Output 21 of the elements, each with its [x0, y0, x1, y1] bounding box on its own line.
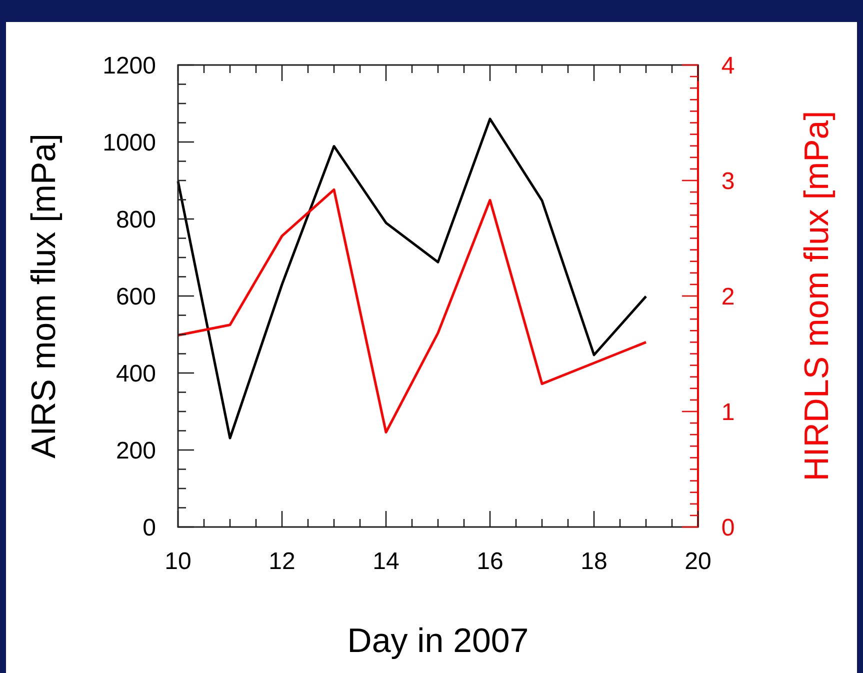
x-tick-label: 12 — [268, 548, 296, 575]
x-tick-label: 20 — [684, 548, 712, 575]
y2-tick-label: 4 — [721, 52, 735, 80]
y2-tick-label: 1 — [721, 398, 735, 426]
y2-tick-label: 0 — [721, 514, 735, 542]
y-tick-label: 800 — [116, 206, 156, 234]
y-tick-label: 1200 — [102, 52, 156, 80]
y-tick-label: 1000 — [102, 129, 156, 156]
y-tick-label: 200 — [116, 437, 156, 464]
x-tick-label: 16 — [476, 548, 504, 575]
x-tick-label: 18 — [580, 548, 608, 575]
y-tick-label: 0 — [142, 514, 156, 542]
y2-axis-title: HIRDLS mom flux [mPa] — [798, 110, 836, 482]
x-tick-label: 14 — [372, 548, 400, 575]
y-tick-label: 400 — [116, 360, 156, 388]
x-axis-title: Day in 2007 — [347, 622, 529, 660]
y-tick-label: 600 — [116, 283, 156, 310]
y2-tick-label: 2 — [721, 283, 735, 310]
x-tick-label: 10 — [164, 548, 192, 575]
y2-tick-label: 3 — [721, 168, 735, 195]
y-axis-title: AIRS mom flux [mPa] — [25, 134, 63, 458]
